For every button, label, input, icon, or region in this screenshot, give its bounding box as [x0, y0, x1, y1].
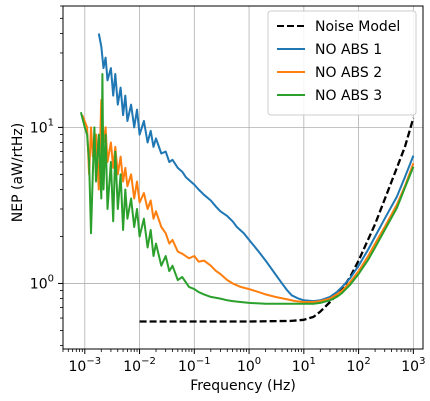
- series-line-1: [139, 117, 415, 323]
- x-tick-label: 10−2: [123, 356, 156, 375]
- legend-box: [267, 10, 417, 116]
- x-tick-label: 103: [401, 356, 425, 375]
- y-axis-label: NEP (aW/rtHz): [10, 123, 26, 222]
- legend-label: NO ABS 1: [315, 42, 382, 58]
- x-axis-label: Frequency (Hz): [190, 378, 296, 394]
- series-line-2: [97, 33, 415, 303]
- x-tick-label: 100: [237, 356, 261, 375]
- y-tick-label: 100: [30, 273, 54, 292]
- plot-lines: [79, 33, 415, 323]
- series-line-4: [79, 73, 415, 305]
- legend-label: NO ABS 2: [315, 65, 382, 81]
- y-tick-label: 101: [30, 117, 54, 136]
- x-tick-label: 102: [346, 356, 370, 375]
- legend: Noise Model NO ABS 1 NO ABS 2 NO ABS 3: [267, 10, 417, 116]
- axis-ticks: 10−3 10−2 10−1 100 101 102 103 100 101: [30, 5, 425, 375]
- x-tick-label: 10−1: [178, 356, 211, 375]
- legend-label: NO ABS 3: [315, 88, 382, 104]
- x-tick-label: 101: [292, 356, 316, 375]
- series-line-3: [81, 98, 415, 303]
- legend-label: Noise Model: [315, 19, 400, 35]
- x-tick-label: 10−3: [69, 356, 102, 375]
- plot-frame: [62, 5, 424, 350]
